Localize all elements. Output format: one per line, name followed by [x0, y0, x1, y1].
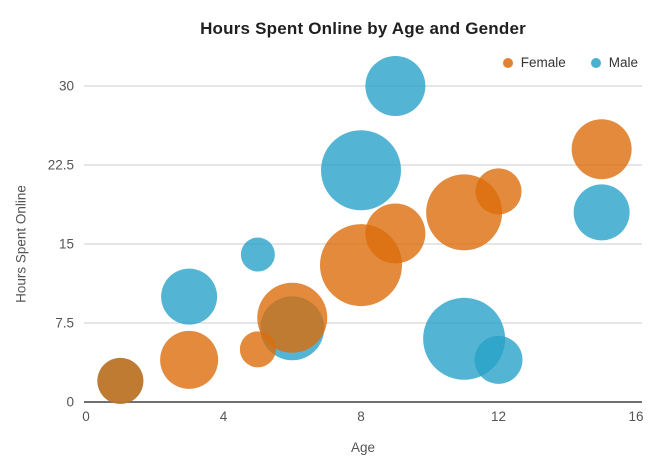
y-tick-label: 7.5	[55, 316, 74, 331]
legend: Female Male	[502, 55, 638, 70]
x-tick-label: 12	[491, 409, 506, 424]
x-tick-label: 16	[628, 409, 643, 424]
bubble-male-age-15[interactable]	[573, 184, 630, 241]
female-legend-dot-icon	[502, 57, 513, 68]
bubble-female-age-3[interactable]	[160, 330, 219, 389]
bubble-female-age-15[interactable]	[571, 119, 632, 180]
bubble-male-age-8[interactable]	[321, 130, 401, 211]
bubble-female-age-5[interactable]	[239, 331, 276, 368]
bubble-male-age-3[interactable]	[161, 268, 218, 325]
x-axis-title: Age	[350, 440, 376, 455]
male-legend-dot-icon	[590, 57, 601, 68]
bubble-male-age-5[interactable]	[240, 237, 275, 272]
y-tick-label: 22.5	[48, 158, 74, 173]
legend-label-female: Female	[520, 55, 566, 70]
legend-item-female[interactable]: Female	[502, 55, 566, 70]
bubble-female-age-6[interactable]	[257, 282, 328, 353]
y-tick-label: 30	[59, 79, 74, 94]
bubble-female-age-11[interactable]	[426, 174, 503, 251]
legend-label-male: Male	[608, 55, 638, 70]
x-tick-label: 4	[220, 409, 228, 424]
chart-title: Hours Spent Online by Age and Gender	[200, 19, 526, 38]
bubble-male-age-11[interactable]	[423, 297, 506, 380]
y-tick-label: 0	[66, 395, 74, 410]
x-tick-label: 8	[357, 409, 365, 424]
legend-item-male[interactable]: Male	[590, 55, 638, 70]
bubble-male-age-9[interactable]	[365, 56, 426, 116]
bubble-female-age-8[interactable]	[320, 224, 402, 307]
bubble-female-age-1[interactable]	[97, 357, 144, 404]
x-tick-label: 0	[82, 409, 90, 424]
y-tick-label: 15	[59, 237, 74, 252]
